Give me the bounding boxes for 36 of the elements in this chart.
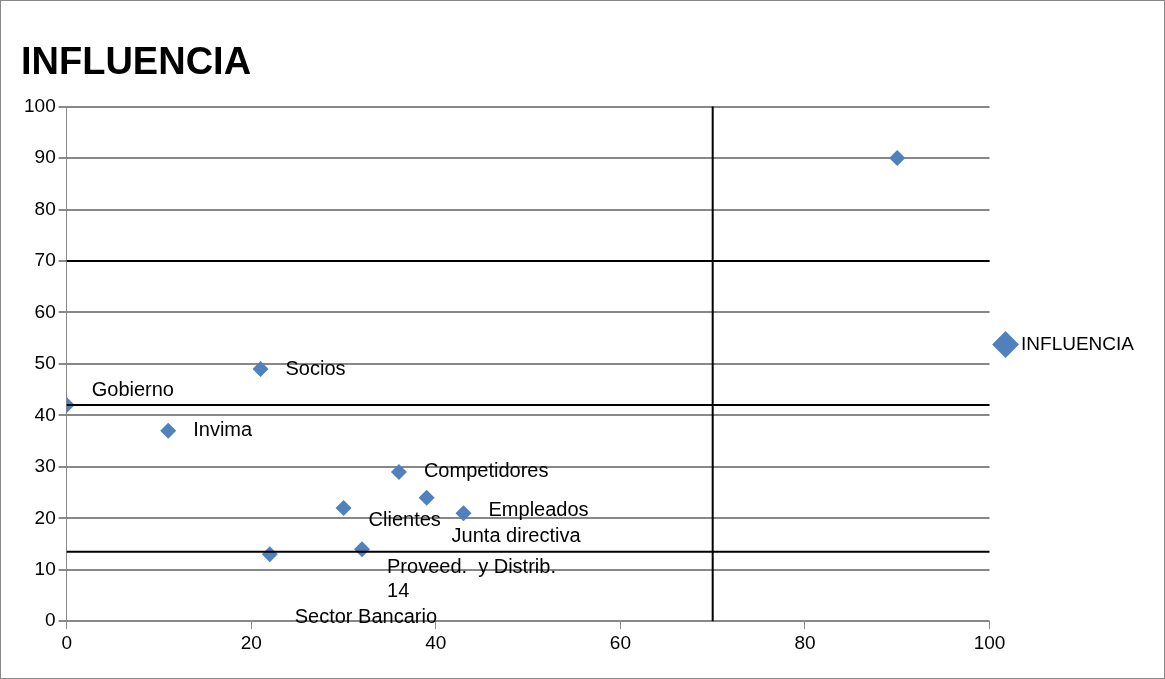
annotation: Invima	[193, 418, 253, 441]
y-tick-label: 40	[34, 403, 56, 425]
y-tick-label: 50	[34, 352, 56, 374]
annotation: Proveed. y Distrib.	[387, 554, 556, 577]
y-tick-label: 30	[34, 455, 56, 477]
x-tick-label: 40	[425, 631, 447, 653]
annotation: 14	[387, 578, 410, 601]
y-tick-label: 100	[24, 94, 56, 116]
point	[455, 505, 472, 522]
y-tick-label: 90	[34, 146, 56, 168]
y-tick-label: 20	[34, 506, 56, 528]
x-tick-label: 80	[794, 631, 816, 653]
y-tick-label: 80	[34, 197, 56, 219]
annotation: Junta directiva	[451, 524, 582, 547]
point	[335, 499, 352, 516]
point	[390, 463, 407, 480]
legend-label: INFLUENCIA	[1021, 332, 1135, 354]
point	[252, 361, 269, 378]
annotation: Gobierno	[91, 377, 174, 400]
point	[160, 422, 177, 439]
point	[418, 489, 435, 506]
annotation: Clientes	[368, 507, 441, 530]
point	[889, 150, 906, 167]
y-tick-label: 10	[34, 557, 56, 579]
y-tick-label: 0	[45, 609, 56, 631]
x-tick-label: 0	[61, 631, 72, 653]
annotation: Competidores	[423, 459, 549, 482]
annotation: Sector Bancario	[294, 604, 438, 627]
annotation: Socios	[285, 356, 346, 379]
x-tick-label: 100	[973, 631, 1006, 653]
y-tick-label: 70	[34, 249, 56, 271]
x-tick-label: 60	[609, 631, 631, 653]
chart-title: INFLUENCIA	[21, 40, 252, 83]
y-tick-label: 60	[34, 300, 56, 322]
annotation: Empleados	[488, 497, 589, 520]
x-tick-label: 20	[240, 631, 262, 653]
